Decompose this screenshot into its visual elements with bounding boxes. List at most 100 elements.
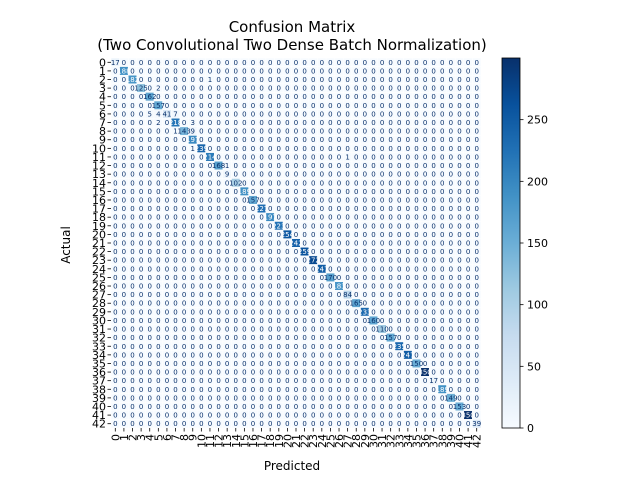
- heatmap-cell-label-18-15: 0: [242, 214, 246, 222]
- heatmap-cell-label-8-11: 0: [208, 128, 212, 136]
- heatmap-cell-label-34-28: 0: [354, 351, 358, 359]
- heatmap-cell-label-40-7: 0: [173, 403, 177, 411]
- heatmap-cell-label-3-0: 0: [113, 85, 117, 93]
- heatmap-cell-label-29-15: 0: [242, 308, 246, 316]
- heatmap-cell-label-42-0: 0: [113, 420, 117, 428]
- heatmap-cell-label-39-5: 0: [156, 394, 160, 402]
- heatmap-cell-label-41-28: 0: [354, 412, 358, 420]
- heatmap-cell-label-42-25: 0: [328, 420, 332, 428]
- heatmap-cell-label-22-40: 0: [457, 248, 461, 256]
- heatmap-cell-label-29-14: 0: [234, 308, 238, 316]
- heatmap-cell-label-20-8: 0: [182, 231, 186, 239]
- heatmap-cell-label-34-39: 0: [449, 351, 453, 359]
- heatmap-cell-label-42-18: 0: [268, 420, 272, 428]
- heatmap-cell-label-6-14: 0: [234, 110, 238, 118]
- heatmap-cell-label-7-28: 0: [354, 119, 358, 127]
- heatmap-cell-label-29-11: 0: [208, 308, 212, 316]
- heatmap-cell-label-35-0: 0: [113, 360, 117, 368]
- heatmap-cell-label-42-3: 0: [139, 420, 143, 428]
- heatmap-cell-label-38-6: 0: [165, 386, 169, 394]
- heatmap-cell-label-24-26: 0: [337, 265, 341, 273]
- heatmap-cell-label-14-4: 0: [147, 179, 151, 187]
- heatmap-cell-label-21-11: 0: [208, 240, 212, 248]
- heatmap-cell-label-23-19: 0: [277, 257, 281, 265]
- heatmap-cell-label-1-20: 0: [285, 67, 289, 75]
- heatmap-cell-label-2-2: 182: [126, 76, 139, 84]
- heatmap-cell-label-4-28: 0: [354, 93, 358, 101]
- heatmap-cell-label-30-42: 0: [474, 317, 478, 325]
- heatmap-cell-label-19-9: 0: [191, 222, 195, 230]
- heatmap-cell-label-10-41: 0: [466, 145, 470, 153]
- heatmap-cell-label-26-20: 0: [285, 283, 289, 291]
- heatmap-cell-label-35-3: 0: [139, 360, 143, 368]
- heatmap-cell-label-2-12: 0: [216, 76, 220, 84]
- heatmap-cell-label-0-38: 0: [440, 59, 444, 67]
- heatmap-cell-label-27-18: 0: [268, 291, 272, 299]
- heatmap-cell-label-30-16: 0: [251, 317, 255, 325]
- heatmap-cell-label-39-33: 0: [397, 394, 401, 402]
- heatmap-cell-label-35-37: 0: [431, 360, 435, 368]
- heatmap-cell-label-14-6: 0: [165, 179, 169, 187]
- heatmap-cell-label-28-25: 0: [328, 300, 332, 308]
- heatmap-cell-label-42-26: 0: [337, 420, 341, 428]
- heatmap-cell-label-0-11: 0: [208, 59, 212, 67]
- x-axis-ticks: 0123456789101112131415161718192021222324…: [109, 428, 484, 448]
- heatmap-cell-label-21-33: 0: [397, 240, 401, 248]
- heatmap-cell-label-40-1: 0: [122, 403, 126, 411]
- heatmap-cell-label-34-22: 0: [302, 351, 306, 359]
- heatmap-cell-label-10-17: 0: [259, 145, 263, 153]
- heatmap-cell-label-16-42: 0: [474, 196, 478, 204]
- heatmap-cell-label-25-22: 0: [302, 274, 306, 282]
- heatmap-cell-label-26-11: 0: [208, 283, 212, 291]
- heatmap-cell-label-21-38: 0: [440, 240, 444, 248]
- heatmap-cell-label-41-2: 0: [130, 412, 134, 420]
- heatmap-cell-label-22-18: 0: [268, 248, 272, 256]
- heatmap-cell-label-30-11: 0: [208, 317, 212, 325]
- heatmap-cell-label-41-5: 0: [156, 412, 160, 420]
- heatmap-cell-label-37-12: 0: [216, 377, 220, 385]
- heatmap-cell-label-18-8: 0: [182, 214, 186, 222]
- heatmap-cell-label-36-4: 0: [147, 369, 151, 377]
- heatmap-cell-label-31-33: 0: [397, 326, 401, 334]
- heatmap-cell-label-38-25: 0: [328, 386, 332, 394]
- heatmap-cell-label-11-37: 0: [431, 153, 435, 161]
- heatmap-cell-label-41-42: 0: [474, 412, 478, 420]
- heatmap-cell-label-9-23: 0: [311, 136, 315, 144]
- heatmap-cell-label-6-28: 0: [354, 110, 358, 118]
- heatmap-cell-label-26-14: 0: [234, 283, 238, 291]
- heatmap-cell-label-16-14: 0: [234, 196, 238, 204]
- heatmap-cell-label-10-15: 0: [242, 145, 246, 153]
- heatmap-cell-label-9-37: 0: [431, 136, 435, 144]
- heatmap-cell-label-26-7: 0: [173, 283, 177, 291]
- heatmap-cell-label-33-37: 0: [431, 343, 435, 351]
- heatmap-cell-label-29-21: 0: [294, 308, 298, 316]
- heatmap-cell-label-42-8: 0: [182, 420, 186, 428]
- heatmap-cell-label-5-39: 0: [449, 102, 453, 110]
- heatmap-cell-label-36-26: 0: [337, 369, 341, 377]
- heatmap-cell-label-34-10: 0: [199, 351, 203, 359]
- heatmap-cell-label-28-7: 0: [173, 300, 177, 308]
- heatmap-cell-label-40-2: 0: [130, 403, 134, 411]
- heatmap-cell-label-12-2: 0: [130, 162, 134, 170]
- heatmap-cell-label-26-2: 0: [130, 283, 134, 291]
- heatmap-cell-label-2-28: 0: [354, 76, 358, 84]
- heatmap-cell-label-17-28: 0: [354, 205, 358, 213]
- heatmap-cell-label-22-6: 0: [165, 248, 169, 256]
- heatmap-cell-label-30-14: 0: [234, 317, 238, 325]
- heatmap-cell-label-14-38: 0: [440, 179, 444, 187]
- heatmap-cell-label-17-37: 0: [431, 205, 435, 213]
- heatmap-cell-label-28-26: 0: [337, 300, 341, 308]
- heatmap-cell-label-40-36: 0: [423, 403, 427, 411]
- heatmap-cell-label-5-1: 0: [122, 102, 126, 110]
- heatmap-cell-label-30-40: 0: [457, 317, 461, 325]
- heatmap-cell-label-41-16: 0: [251, 412, 255, 420]
- heatmap-cell-label-36-20: 0: [285, 369, 289, 377]
- heatmap-cell-label-19-28: 0: [354, 222, 358, 230]
- heatmap-cell-label-23-24: 0: [320, 257, 324, 265]
- heatmap-cell-label-22-22: 259: [298, 248, 311, 256]
- heatmap-cell-label-40-6: 0: [165, 403, 169, 411]
- heatmap-cell-label-8-37: 0: [431, 128, 435, 136]
- heatmap-cell-label-9-42: 0: [474, 136, 478, 144]
- heatmap-cell-label-13-18: 0: [268, 171, 272, 179]
- heatmap-cell-label-42-36: 0: [423, 420, 427, 428]
